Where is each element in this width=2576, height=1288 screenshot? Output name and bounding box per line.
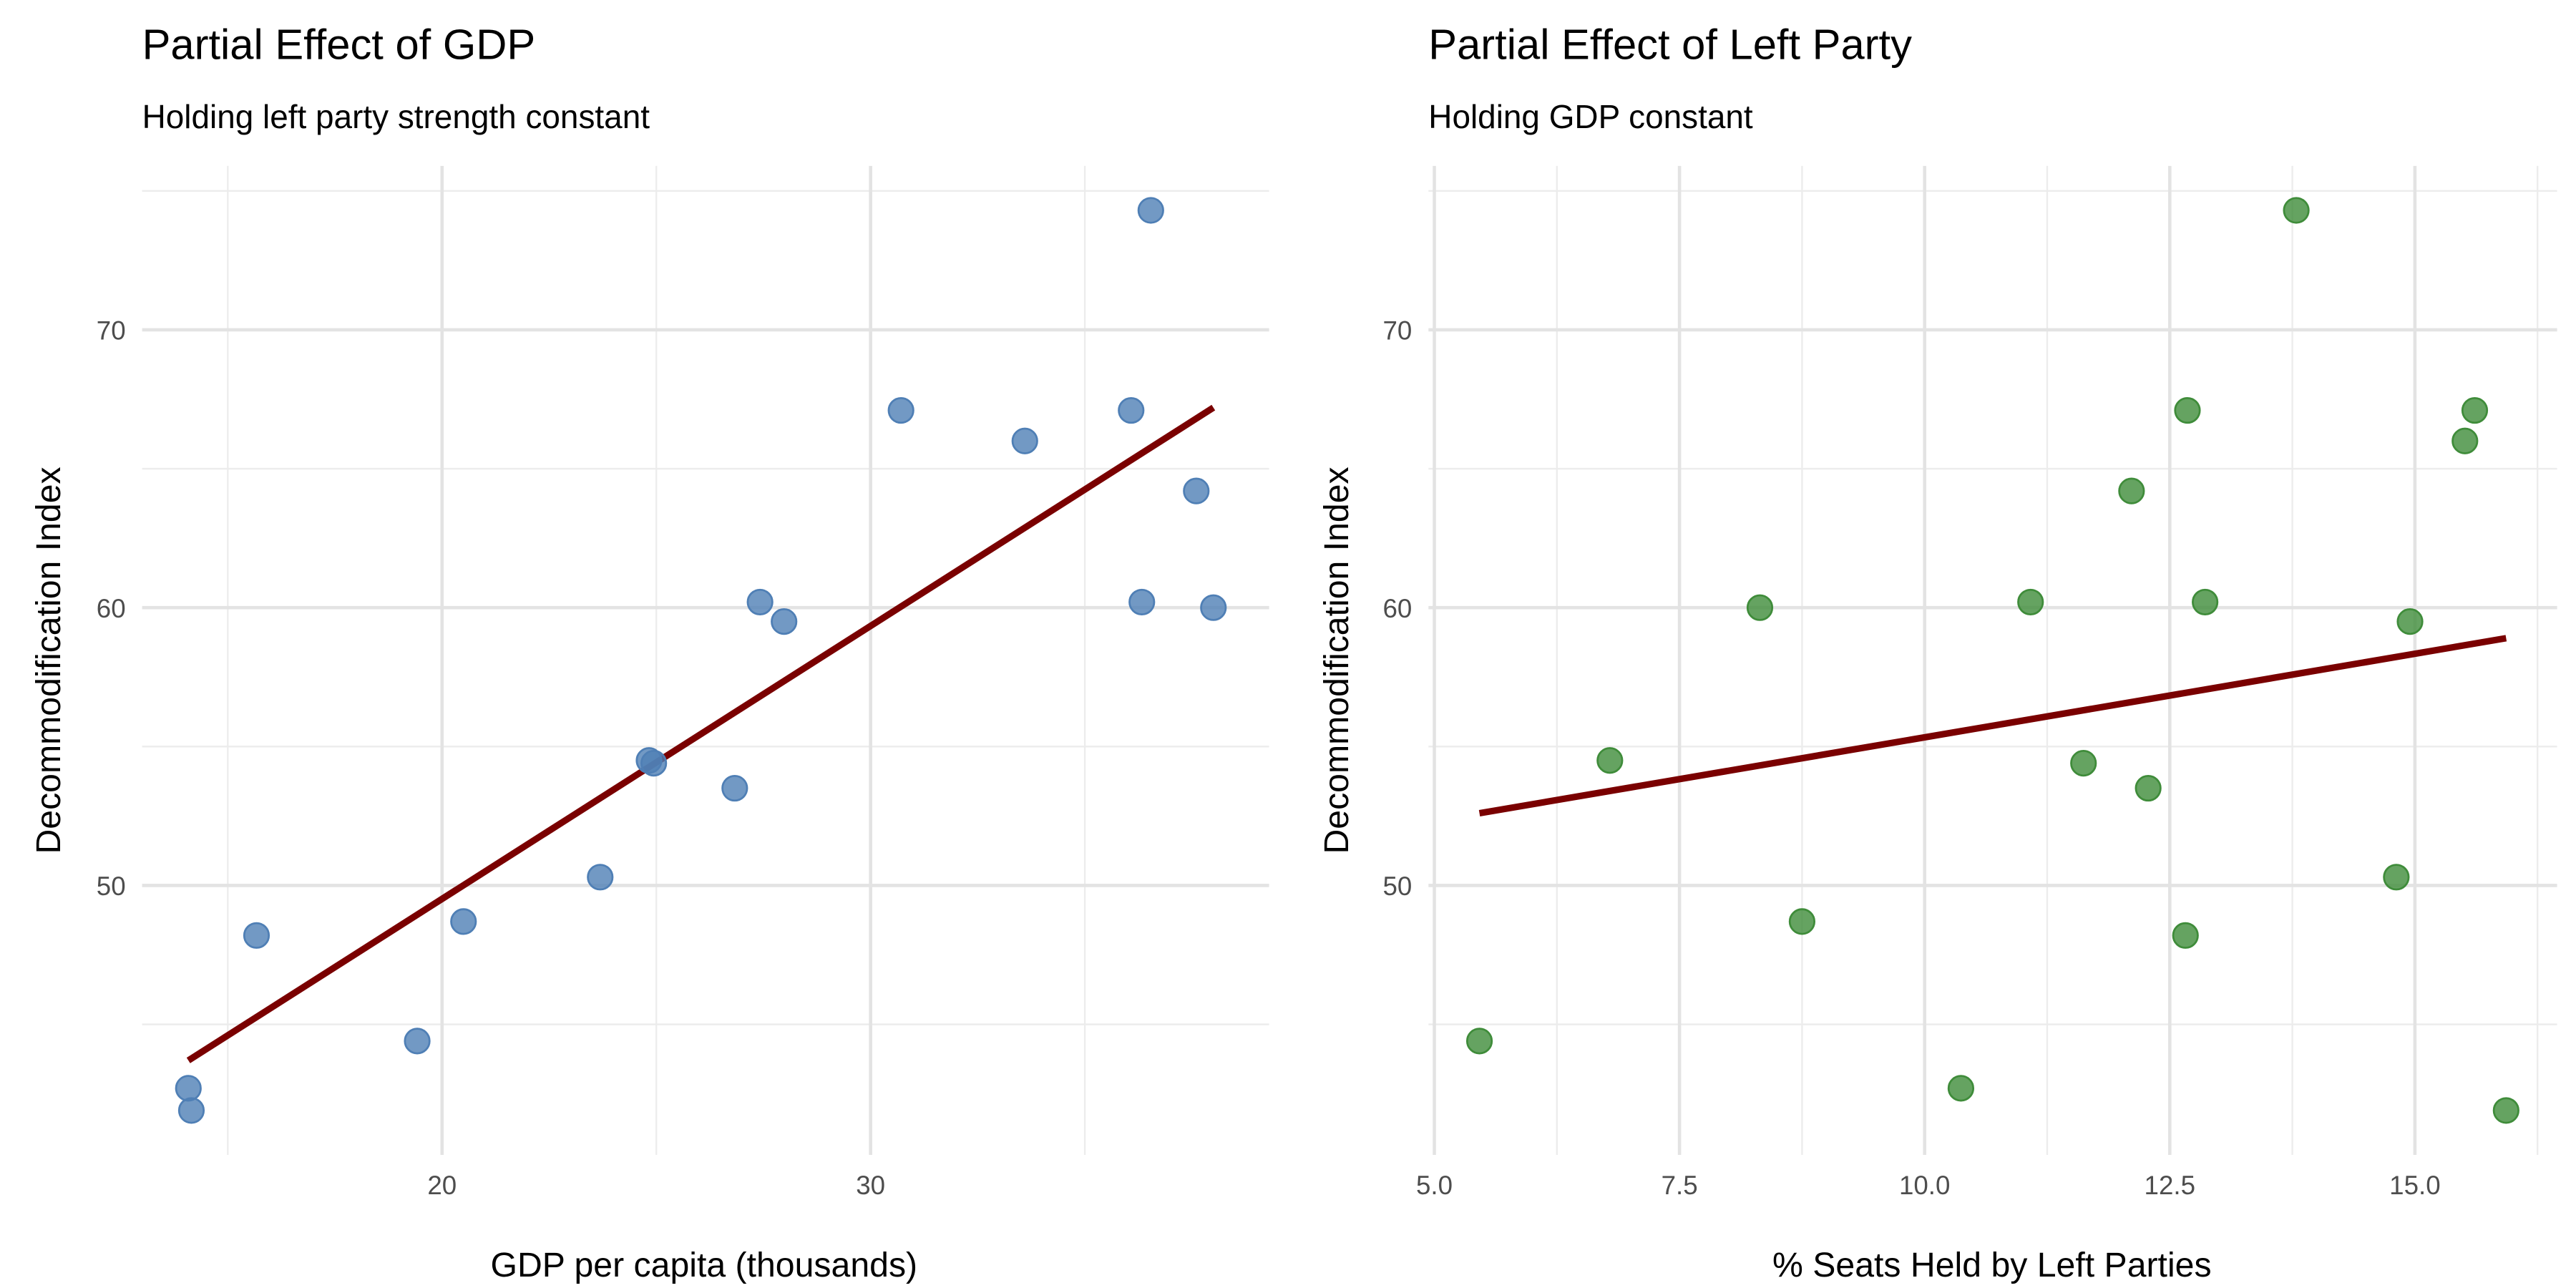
y-tick-label: 70 — [1382, 316, 1412, 346]
data-point — [450, 908, 477, 935]
data-point — [2017, 588, 2044, 616]
data-point — [1947, 1075, 1975, 1102]
data-point — [1465, 1028, 1493, 1055]
y-axis-title: Decommodification Index — [1317, 467, 1356, 854]
x-axis-title: % Seats Held by Left Parties — [1772, 1246, 2212, 1284]
data-point — [1788, 908, 1816, 935]
data-point — [640, 750, 668, 777]
data-point — [1137, 197, 1164, 224]
data-point — [2172, 922, 2199, 949]
data-point — [746, 588, 774, 616]
data-marks — [175, 197, 1227, 1124]
x-tick-label: 20 — [427, 1171, 457, 1200]
x-tick-label: 10.0 — [1899, 1171, 1950, 1200]
x-tick-label: 15.0 — [2389, 1171, 2440, 1200]
data-point — [2492, 1097, 2519, 1124]
y-tick-label: 60 — [1382, 594, 1412, 623]
x-tick-label: 5.0 — [1416, 1171, 1453, 1200]
data-point — [2192, 588, 2219, 616]
tick-labels: 20 30 50 60 70 — [97, 316, 885, 1200]
data-point — [1746, 594, 1774, 621]
data-point — [243, 922, 270, 949]
data-marks — [1465, 197, 2519, 1124]
fit-line — [1478, 635, 2507, 817]
data-point — [1183, 477, 1210, 504]
panel-subtitle: Holding GDP constant — [1428, 98, 1753, 135]
data-point — [721, 774, 748, 802]
y-tick-label: 50 — [1382, 872, 1412, 901]
data-point — [1118, 396, 1145, 424]
data-point — [177, 1097, 205, 1124]
y-tick-label: 50 — [97, 872, 126, 901]
x-tick-label: 7.5 — [1662, 1171, 1698, 1200]
data-point — [175, 1075, 202, 1102]
x-tick-label: 12.5 — [2145, 1171, 2195, 1200]
y-tick-label: 70 — [97, 316, 126, 346]
gridlines — [142, 165, 1269, 1156]
panel-left-party: Partial Effect of Left Party Holding GDP… — [1317, 21, 2557, 1284]
x-axis-title: GDP per capita (thousands) — [490, 1246, 917, 1284]
data-point — [1011, 427, 1038, 454]
x-tick-label: 30 — [856, 1171, 885, 1200]
data-point — [2461, 396, 2489, 424]
data-point — [1128, 588, 1156, 616]
panel-subtitle: Holding left party strength constant — [142, 98, 650, 135]
panel-gdp: Partial Effect of GDP Holding left party… — [29, 21, 1269, 1284]
data-point — [587, 864, 614, 891]
data-point — [1200, 594, 1227, 621]
data-point — [1596, 747, 1624, 774]
fit-line — [186, 404, 1216, 1063]
data-point — [2174, 396, 2201, 424]
y-tick-label: 60 — [97, 594, 126, 623]
data-point — [771, 608, 798, 635]
gridlines — [1428, 165, 2557, 1156]
panel-title: Partial Effect of Left Party — [1428, 21, 1912, 69]
data-point — [2283, 197, 2310, 224]
data-point — [887, 396, 914, 424]
tick-labels: 5.0 7.5 10.0 12.5 15.0 50 60 70 — [1382, 316, 2440, 1200]
data-point — [2383, 864, 2410, 891]
data-point — [2396, 608, 2424, 635]
data-point — [2118, 477, 2145, 504]
data-point — [2135, 774, 2162, 802]
panel-title: Partial Effect of GDP — [142, 21, 536, 69]
data-point — [2070, 750, 2097, 777]
y-axis-title: Decommodification Index — [29, 467, 68, 854]
data-point — [2451, 427, 2479, 454]
data-point — [404, 1028, 431, 1055]
